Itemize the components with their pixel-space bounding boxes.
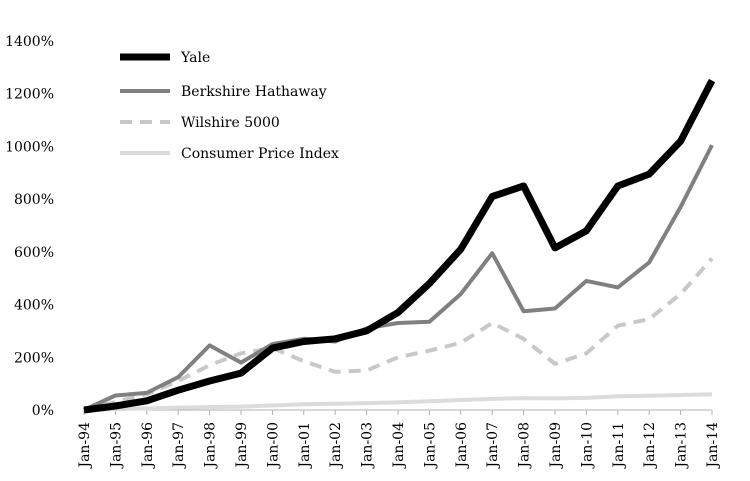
x-tick-label: Jan-96 — [140, 422, 156, 470]
series-line-wilshire-5000 — [83, 257, 714, 412]
legend-label: Berkshire Hathaway — [181, 84, 327, 100]
x-tick-label: Jan-09 — [548, 422, 564, 470]
x-tick-label: Jan-11 — [611, 422, 627, 470]
y-tick-label: 1400% — [5, 34, 54, 50]
x-tick-label: Jan-07 — [485, 422, 501, 470]
y-tick-label: 600% — [14, 245, 54, 261]
y-tick-label: 800% — [14, 192, 54, 208]
x-tick-label: Jan-06 — [454, 422, 470, 470]
x-tick-label: Jan-14 — [705, 422, 721, 470]
legend-label: Consumer Price Index — [181, 146, 339, 162]
x-tick-label: Jan-10 — [579, 422, 595, 470]
x-tick-label: Jan-04 — [391, 422, 407, 470]
legend-label: Wilshire 5000 — [181, 115, 280, 131]
y-tick-label: 0% — [32, 403, 54, 419]
x-tick-label: Jan-00 — [265, 422, 281, 470]
y-tick-label: 1000% — [5, 139, 54, 155]
legend: Yale Berkshire Hathaway Wilshire 5000 Consu… — [120, 50, 339, 162]
x-tick-label: Jan-97 — [171, 422, 187, 470]
x-tick-label: Jan-94 — [77, 422, 93, 470]
x-tick-label: Jan-03 — [360, 422, 376, 470]
x-tick-label: Jan-95 — [108, 422, 124, 470]
series-line-consumer-price-index — [83, 392, 713, 412]
x-tick-label: Jan-13 — [674, 422, 690, 470]
y-tick-label: 200% — [14, 350, 54, 366]
y-tick-label: 1200% — [5, 87, 54, 103]
series-line-yale — [83, 78, 716, 414]
x-tick-label: Jan-02 — [328, 422, 344, 470]
x-tick-label: Jan-08 — [517, 422, 533, 470]
x-tick-label: Jan-01 — [297, 422, 313, 470]
x-tick-label: Jan-12 — [642, 422, 658, 470]
legend-label: Yale — [180, 50, 210, 66]
x-tick-label: Jan-99 — [234, 422, 250, 470]
x-tick-label: Jan-05 — [422, 422, 438, 470]
y-tick-label: 400% — [14, 298, 54, 314]
series-line-berkshire-hathaway — [83, 144, 714, 412]
series-lines — [83, 78, 716, 414]
x-tick-label: Jan-98 — [203, 422, 219, 470]
axes: 0% 200% 400% 600% 800% 1000% 1200% 1400% Jan-94 J… — [5, 34, 721, 470]
